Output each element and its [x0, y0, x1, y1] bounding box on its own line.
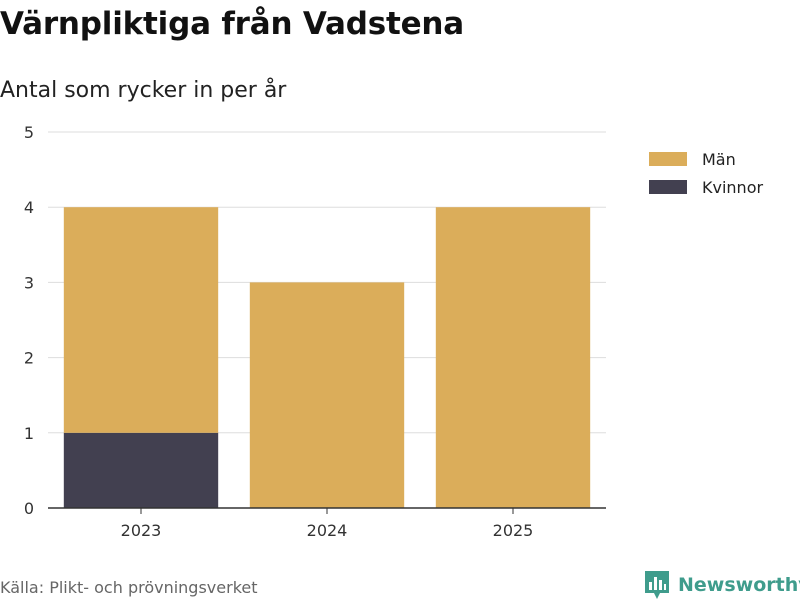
bar-m-n-2024	[249, 282, 405, 508]
newsworthy-logo-icon	[645, 571, 669, 599]
legend-swatch	[649, 152, 687, 166]
y-tick-label: 5	[24, 123, 34, 142]
legend-label: Män	[702, 150, 736, 169]
legend-swatch	[649, 180, 687, 194]
x-tick-label: 2024	[307, 521, 348, 540]
source-note: Källa: Plikt- och prövningsverket	[0, 578, 258, 597]
chart-subtitle: Antal som rycker in per år	[0, 78, 287, 103]
legend-label: Kvinnor	[702, 178, 763, 197]
y-tick-label: 0	[24, 499, 34, 518]
chart-title: Värnpliktiga från Vadstena	[0, 6, 465, 42]
brand-name: Newsworthy	[678, 574, 800, 596]
brand-logo[interactable]: Newsworthy	[644, 570, 800, 600]
x-tick-label: 2023	[121, 521, 162, 540]
y-tick-label: 4	[24, 198, 34, 217]
y-tick-label: 1	[24, 424, 34, 443]
x-tick-label: 2025	[493, 521, 534, 540]
y-tick-label: 2	[24, 349, 34, 368]
y-tick-label: 3	[24, 273, 34, 292]
bar-kvinnor-2023	[63, 432, 219, 508]
bar-m-n-2025	[435, 207, 591, 508]
bar-m-n-2023	[63, 207, 219, 433]
